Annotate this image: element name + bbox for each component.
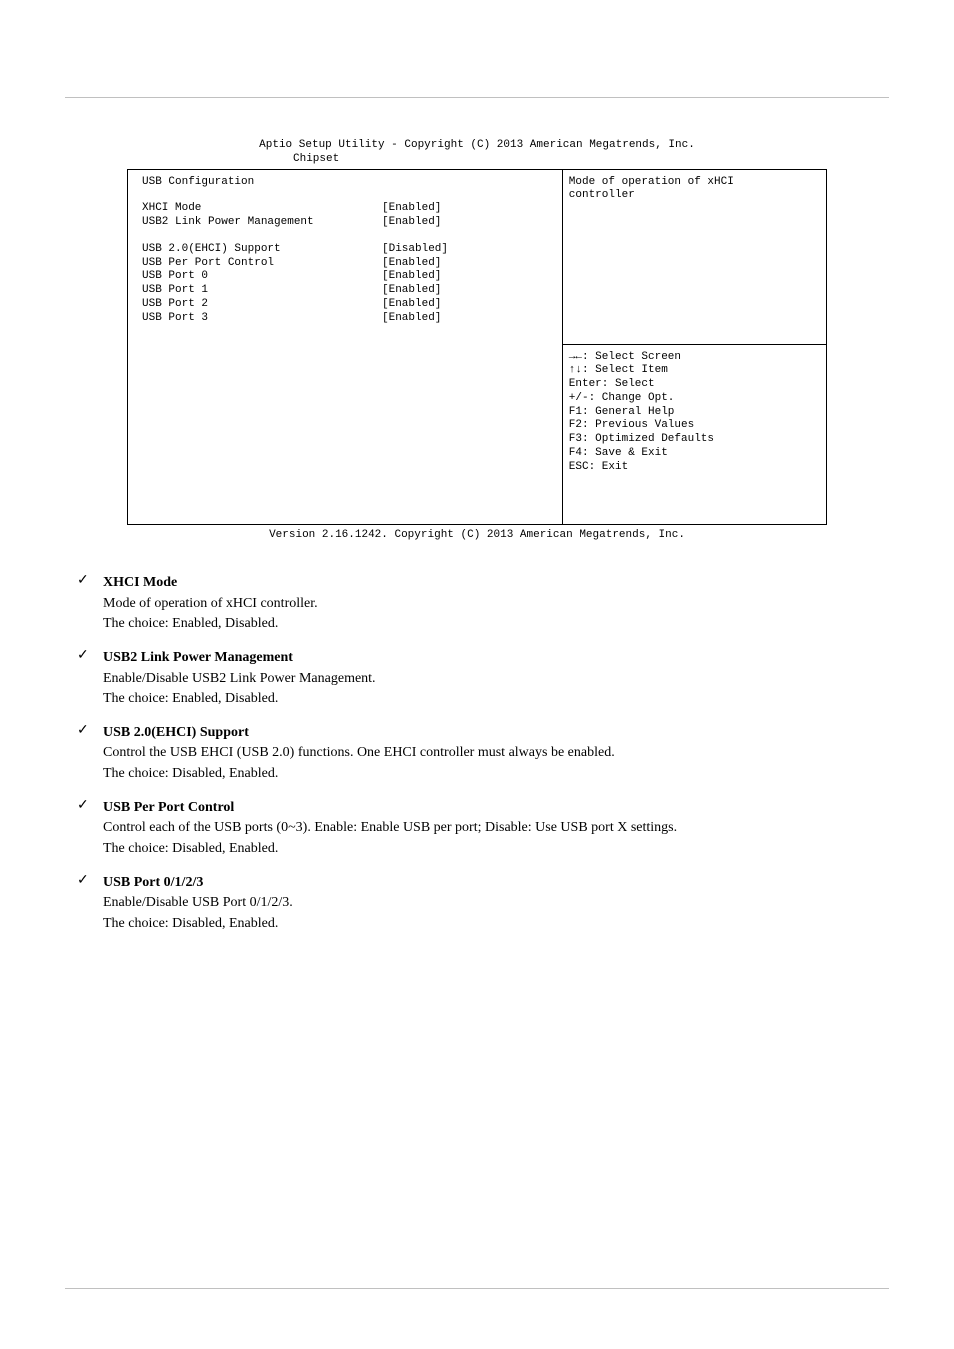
bios-setting-key: USB Port 3 xyxy=(142,312,382,326)
bios-setting-row: USB Port 0 [Enabled] xyxy=(142,270,554,284)
bios-setting-value: [Disabled] xyxy=(382,243,448,257)
check-icon: ✓ xyxy=(77,798,103,815)
list-item-title: USB Per Port Control xyxy=(103,798,889,818)
bios-right-panel: Mode of operation of xHCI controller →←:… xyxy=(563,170,826,525)
bios-setting-row: USB Per Port Control [Enabled] xyxy=(142,257,554,271)
bios-box: USB Configuration XHCI Mode [Enabled] US… xyxy=(127,169,827,526)
check-icon: ✓ xyxy=(77,723,103,740)
list-item-body: USB2 Link Power Management Enable/Disabl… xyxy=(103,648,889,709)
bios-setting-key: USB Port 0 xyxy=(142,270,382,284)
list-item-options: The choice: Enabled, Disabled. xyxy=(103,614,889,634)
bios-setting-row: USB Port 1 [Enabled] xyxy=(142,284,554,298)
list-item-desc: Control the USB EHCI (USB 2.0) functions… xyxy=(103,743,889,763)
list-item: ✓ XHCI Mode Mode of operation of xHCI co… xyxy=(77,573,889,634)
bios-setting-key: USB Port 2 xyxy=(142,298,382,312)
bios-help-text: Mode of operation of xHCI controller xyxy=(563,170,826,344)
list-item: ✓ USB 2.0(EHCI) Support Control the USB … xyxy=(77,723,889,784)
list-item-body: XHCI Mode Mode of operation of xHCI cont… xyxy=(103,573,889,634)
bios-setting-value: [Enabled] xyxy=(382,312,441,326)
bios-setting-value: [Enabled] xyxy=(382,284,441,298)
list-item-options: The choice: Disabled, Enabled. xyxy=(103,764,889,784)
bios-setting-key: USB2 Link Power Management xyxy=(142,216,382,230)
list-item-options: The choice: Disabled, Enabled. xyxy=(103,839,889,859)
bios-setting-value: [Enabled] xyxy=(382,216,441,230)
bios-section-heading: USB Configuration xyxy=(142,176,554,190)
list-item-title: USB2 Link Power Management xyxy=(103,648,889,668)
bios-setting-row: XHCI Mode [Enabled] xyxy=(142,202,554,216)
bios-setting-row: USB Port 2 [Enabled] xyxy=(142,298,554,312)
bios-title-line2: Chipset xyxy=(247,152,707,166)
list-item-body: USB Port 0/1/2/3 Enable/Disable USB Port… xyxy=(103,873,889,934)
list-item-title: USB Port 0/1/2/3 xyxy=(103,873,889,893)
bios-setting-row: USB2 Link Power Management [Enabled] xyxy=(142,216,554,230)
bios-setting-value: [Enabled] xyxy=(382,270,441,284)
list-item-options: The choice: Enabled, Disabled. xyxy=(103,689,889,709)
bios-title-line1: Aptio Setup Utility - Copyright (C) 2013… xyxy=(65,138,889,152)
bios-key-line: +/-: Change Opt. xyxy=(569,392,818,406)
bios-key-line: F1: General Help xyxy=(569,406,818,420)
list-item-desc: Mode of operation of xHCI controller. xyxy=(103,594,889,614)
bios-setting-key: USB Port 1 xyxy=(142,284,382,298)
bios-key-line: ↑↓: Select Item xyxy=(569,364,818,378)
check-icon: ✓ xyxy=(77,573,103,590)
bios-key-line: →←: Select Screen xyxy=(569,351,818,365)
option-list: ✓ XHCI Mode Mode of operation of xHCI co… xyxy=(65,573,889,933)
bios-setting-key: XHCI Mode xyxy=(142,202,382,216)
page-top-rule xyxy=(65,80,889,98)
bios-setting-key: USB Per Port Control xyxy=(142,257,382,271)
bios-key-line: Enter: Select xyxy=(569,378,818,392)
list-item: ✓ USB Per Port Control Control each of t… xyxy=(77,798,889,859)
list-item-options: The choice: Disabled, Enabled. xyxy=(103,914,889,934)
list-item-title: XHCI Mode xyxy=(103,573,889,593)
list-item: ✓ USB Port 0/1/2/3 Enable/Disable USB Po… xyxy=(77,873,889,934)
bios-key-help: →←: Select Screen ↑↓: Select Item Enter:… xyxy=(563,344,826,525)
list-item: ✓ USB2 Link Power Management Enable/Disa… xyxy=(77,648,889,709)
list-item-title: USB 2.0(EHCI) Support xyxy=(103,723,889,743)
bios-key-line: F2: Previous Values xyxy=(569,419,818,433)
bios-key-line: F4: Save & Exit xyxy=(569,447,818,461)
bios-setting-value: [Enabled] xyxy=(382,298,441,312)
check-icon: ✓ xyxy=(77,873,103,890)
bios-setting-value: [Enabled] xyxy=(382,257,441,271)
bios-setting-row: USB 2.0(EHCI) Support [Disabled] xyxy=(142,243,554,257)
list-item-desc: Control each of the USB ports (0~3). Ena… xyxy=(103,818,889,838)
bios-key-line: ESC: Exit xyxy=(569,461,818,475)
bios-help-line: controller xyxy=(569,189,818,203)
list-item-desc: Enable/Disable USB Port 0/1/2/3. xyxy=(103,893,889,913)
list-item-body: USB Per Port Control Control each of the… xyxy=(103,798,889,859)
bios-version-footer: Version 2.16.1242. Copyright (C) 2013 Am… xyxy=(65,529,889,541)
page-bottom-rule xyxy=(65,1288,889,1289)
check-icon: ✓ xyxy=(77,648,103,665)
bios-setting-value: [Enabled] xyxy=(382,202,441,216)
bios-setting-row: USB Port 3 [Enabled] xyxy=(142,312,554,326)
list-item-body: USB 2.0(EHCI) Support Control the USB EH… xyxy=(103,723,889,784)
bios-title: Aptio Setup Utility - Copyright (C) 2013… xyxy=(65,138,889,167)
bios-help-line: Mode of operation of xHCI xyxy=(569,176,818,190)
bios-left-panel: USB Configuration XHCI Mode [Enabled] US… xyxy=(128,170,563,525)
list-item-desc: Enable/Disable USB2 Link Power Managemen… xyxy=(103,669,889,689)
bios-setting-key: USB 2.0(EHCI) Support xyxy=(142,243,382,257)
bios-key-line: F3: Optimized Defaults xyxy=(569,433,818,447)
